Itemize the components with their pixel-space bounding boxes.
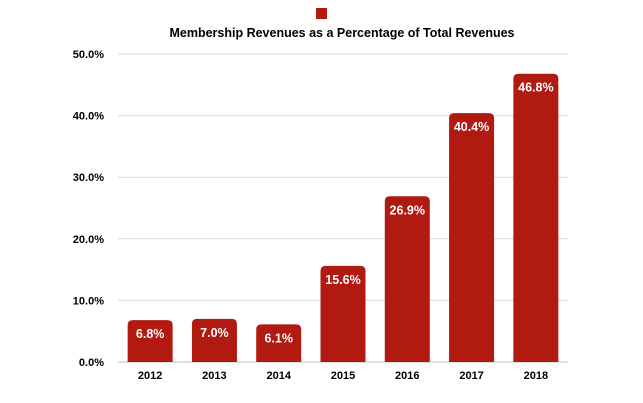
x-tick-label-2016: 2016 [395,370,419,382]
bar-2017 [449,113,495,362]
legend-swatch [316,8,327,19]
x-tick-label-2014: 2014 [266,370,291,382]
bar-2014 [256,324,302,362]
legend: Membership Revenues as a Percentage of T… [169,8,515,40]
y-tick-label: 30.0% [73,172,104,184]
data-label-2013: 7.0% [200,326,229,340]
x-axis: 2012 2013 2014 2015 2016 2017 2018 [138,370,548,382]
y-tick-label: 40.0% [73,111,104,123]
bars: 6.8% 7.0% 6.1% 15.6% 26.9% 40.4% 46.8% [127,73,559,362]
chart-title: Membership Revenues as a Percentage of T… [169,26,514,40]
y-tick-label: 10.0% [73,295,104,307]
x-tick-label-2013: 2013 [202,370,226,382]
x-tick-label-2015: 2015 [331,370,355,382]
bar-2018 [513,73,559,362]
data-label-2018: 46.8% [518,81,553,95]
data-label-2014: 6.1% [264,331,293,345]
bar-2012 [127,320,173,362]
data-label-2012: 6.8% [136,327,165,341]
data-label-2017: 40.4% [454,120,489,134]
data-label-2015: 15.6% [325,273,360,287]
bar-2013 [191,318,237,362]
y-tick-label: 20.0% [73,234,104,246]
y-tick-label: 50.0% [73,49,104,61]
y-axis: 0.0% 10.0% 20.0% 30.0% 40.0% 50.0% [73,49,104,369]
bar-2016 [384,196,430,362]
y-tick-label: 0.0% [79,357,104,369]
x-tick-label-2017: 2017 [459,370,483,382]
x-tick-label-2012: 2012 [138,370,162,382]
x-tick-label-2018: 2018 [524,370,548,382]
data-label-2016: 26.9% [390,203,425,217]
bar-2015 [320,265,366,362]
